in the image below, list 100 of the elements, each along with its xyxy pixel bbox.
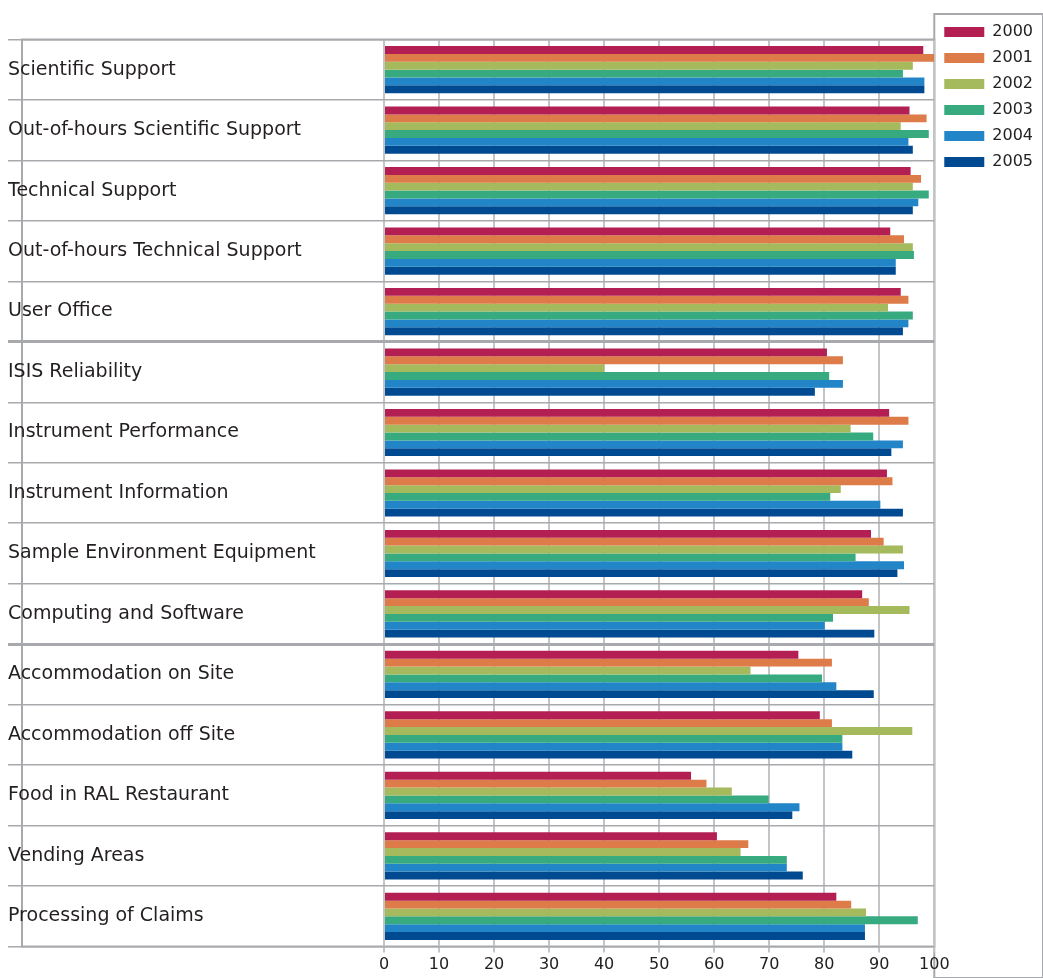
bar (385, 932, 865, 940)
bar (385, 287, 901, 296)
bar (385, 561, 905, 570)
y-tick-label: Accommodation on Site (8, 661, 235, 684)
bar (385, 727, 913, 735)
bar (385, 569, 898, 578)
x-tick-label: 60 (703, 954, 725, 974)
bar (385, 650, 799, 659)
bar (385, 53, 935, 62)
bar (385, 303, 889, 312)
bar (385, 742, 843, 751)
bar (385, 553, 856, 562)
legend-label: 2003 (992, 99, 1033, 119)
bar (385, 674, 823, 683)
x-tick-label: 40 (593, 954, 615, 974)
bar (385, 832, 717, 841)
bar (385, 327, 903, 336)
bar (385, 85, 925, 94)
bar (385, 387, 815, 396)
bar (385, 795, 769, 804)
y-tick-label: Food in RAL Restaurant (8, 782, 230, 805)
bar (385, 424, 851, 433)
bar (385, 598, 869, 607)
bar (385, 629, 875, 638)
bar (385, 848, 741, 856)
bar (385, 408, 890, 417)
bar (385, 114, 927, 123)
bar (385, 863, 787, 872)
bar (385, 198, 919, 207)
bar (385, 719, 832, 728)
x-tick-label: 70 (759, 954, 780, 974)
y-tick-label: Technical Support (7, 177, 177, 200)
legend-label: 2004 (992, 125, 1033, 145)
bar (385, 356, 843, 365)
bar (385, 477, 893, 486)
y-tick-label: Accommodation off Site (8, 721, 236, 744)
bar (385, 750, 853, 759)
bar (385, 319, 909, 328)
bar (385, 924, 865, 933)
x-tick-label: 20 (483, 954, 505, 974)
bar (385, 658, 832, 667)
legend-label: 2005 (992, 151, 1033, 171)
legend-label: 2000 (992, 21, 1033, 41)
bar (385, 130, 929, 138)
bar (385, 606, 910, 614)
bar (385, 508, 903, 517)
bar (385, 916, 918, 925)
bar (385, 537, 884, 546)
bar (385, 682, 837, 691)
bar (385, 258, 896, 267)
bar (385, 734, 843, 743)
bar (385, 372, 830, 380)
bar (385, 61, 913, 70)
y-tick-label: Sample Environment Equipment (8, 540, 316, 563)
x-tick-label: 10 (428, 954, 450, 974)
legend-label: 2002 (992, 73, 1033, 93)
bar (385, 855, 787, 864)
y-tick-label: Out-of-hours Technical Support (8, 238, 302, 261)
bar (385, 711, 820, 720)
bar (385, 529, 871, 538)
bar (385, 803, 800, 812)
bar (385, 174, 922, 183)
bar (385, 182, 913, 191)
y-tick-label: User Office (8, 298, 113, 321)
bar (385, 206, 913, 215)
x-tick-label: 80 (814, 954, 835, 974)
bar (385, 621, 825, 630)
bar (385, 227, 891, 236)
x-tick-label: 30 (538, 954, 560, 974)
y-tick-label: Computing and Software (8, 600, 244, 623)
bar (385, 46, 924, 54)
y-tick-label: Out-of-hours Scientific Support (8, 117, 302, 140)
bar (385, 69, 903, 78)
bar (385, 469, 887, 478)
bar (385, 493, 831, 501)
y-tick-label: Scientific Support (8, 56, 176, 79)
bar (385, 811, 793, 819)
bar (385, 908, 867, 917)
y-tick-label: ISIS Reliability (8, 358, 143, 381)
bar (385, 137, 909, 146)
x-tick-label: 50 (648, 954, 670, 974)
bar (385, 690, 874, 699)
bar (385, 243, 913, 252)
bar (385, 500, 881, 509)
bar (385, 364, 605, 373)
x-tick-label: 0 (378, 954, 390, 974)
legend-label: 2001 (992, 47, 1033, 67)
bar (385, 840, 749, 849)
bar (385, 485, 841, 493)
bar (385, 779, 707, 788)
bar (385, 295, 909, 304)
bar (385, 167, 911, 175)
y-tick-label: Instrument Information (8, 479, 229, 502)
y-tick-label: Processing of Claims (8, 903, 204, 926)
bar (385, 348, 827, 357)
bar (385, 235, 905, 244)
bar (385, 266, 896, 275)
y-tick-label: Vending Areas (8, 842, 145, 865)
bar (385, 448, 892, 457)
y-tick-label: Instrument Performance (8, 419, 239, 442)
